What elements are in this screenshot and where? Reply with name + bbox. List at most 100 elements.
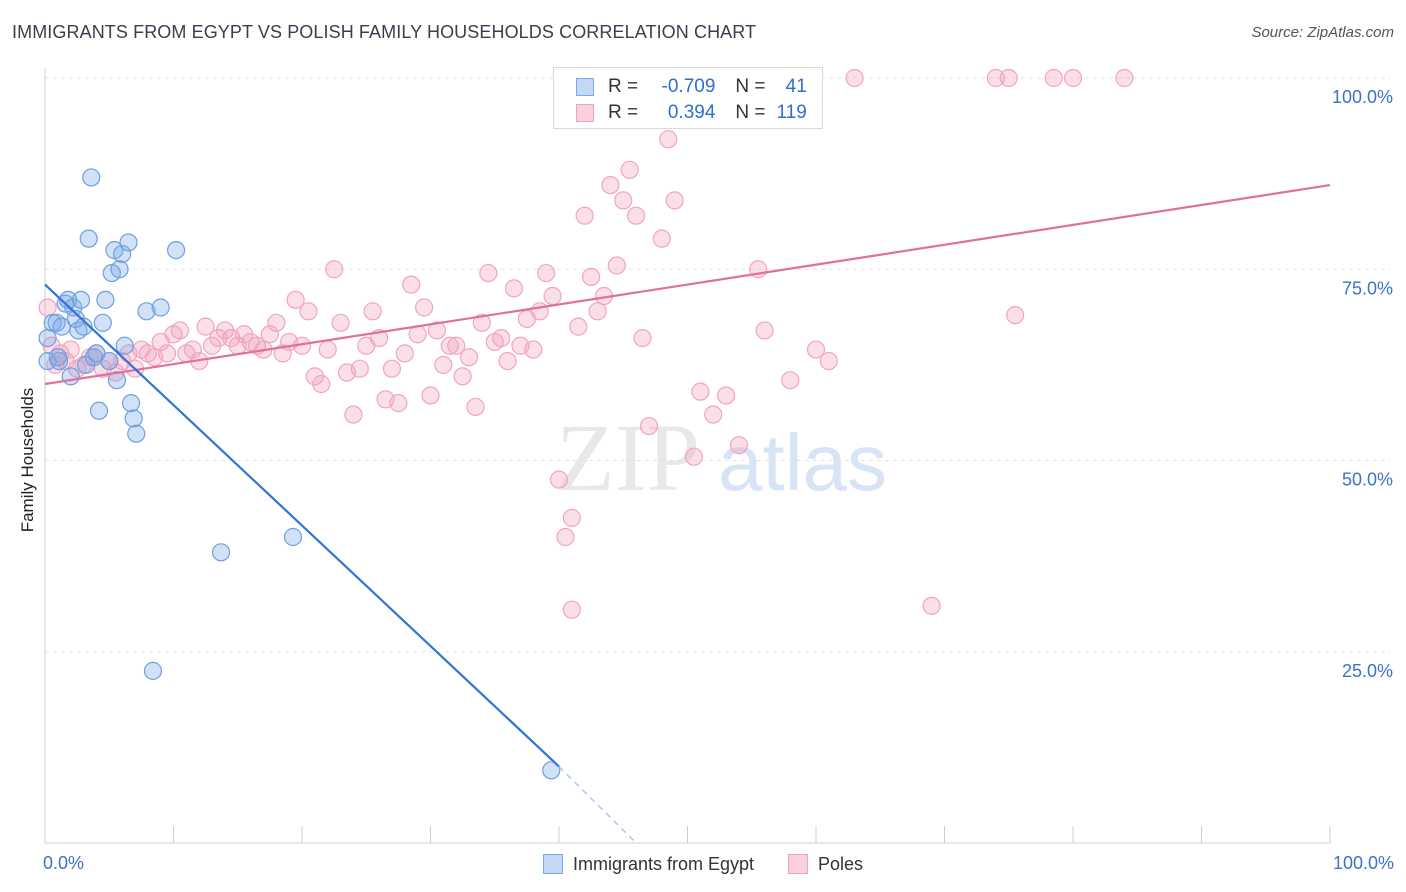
poles-point	[344, 405, 363, 424]
poles-point	[620, 160, 639, 179]
poles-r-label: R =	[608, 102, 639, 123]
egypt-point	[66, 309, 85, 329]
y-tick-label: 100.0%	[1332, 87, 1393, 107]
x-axis-max-label: 100.0%	[1332, 853, 1394, 873]
poles-point	[267, 313, 286, 332]
legend-item-poles: Poles	[788, 854, 863, 875]
poles-point	[389, 394, 408, 413]
poles-point	[716, 386, 736, 405]
poles-r-value: 0.394	[667, 102, 716, 123]
egypt-point	[93, 313, 112, 332]
poles-point	[986, 68, 1006, 88]
legend-item-egypt: Immigrants from Egypt	[542, 853, 754, 875]
y-tick-label: 25.0%	[1342, 661, 1393, 681]
poles-point	[819, 351, 838, 371]
poles-point	[729, 436, 749, 455]
poles-point	[183, 340, 202, 359]
poles-point	[999, 68, 1018, 88]
poles-point	[575, 206, 594, 225]
poles-point	[286, 290, 305, 309]
egypt-point	[48, 348, 67, 367]
poles-point	[755, 321, 774, 340]
poles-point	[549, 470, 569, 489]
poles-point	[363, 302, 382, 321]
stats-legend: R = -0.709 N = 41 R = 0.394 N = 119	[553, 67, 823, 129]
x-axis-min-label: 0.0%	[43, 853, 85, 873]
egypt-point	[211, 543, 231, 562]
egypt-point	[61, 367, 80, 386]
poles-point	[459, 348, 479, 367]
poles-point	[588, 302, 607, 321]
poles-point	[402, 275, 421, 294]
poles-point	[498, 351, 517, 371]
egypt-trendline	[44, 283, 560, 768]
legend-poles-label: Poles	[818, 853, 864, 874]
egypt-point	[64, 298, 83, 317]
egypt-point	[542, 761, 561, 780]
egypt-point	[151, 298, 170, 317]
poles-point	[325, 260, 344, 279]
poles-point	[157, 344, 177, 363]
poles-point	[434, 355, 453, 374]
poles-point	[260, 325, 279, 344]
egypt-point	[127, 424, 146, 443]
egypt-point	[82, 168, 101, 187]
legend-egypt-swatch	[542, 854, 563, 874]
poles-point	[479, 263, 498, 283]
poles-point	[492, 329, 511, 348]
poles-point	[1063, 68, 1083, 88]
poles-point	[562, 508, 581, 527]
poles-point	[395, 344, 414, 363]
poles-point	[537, 263, 556, 283]
poles-point	[196, 317, 215, 336]
legend-poles-swatch	[788, 854, 808, 874]
egypt-swatch	[576, 78, 594, 96]
poles-point	[781, 371, 800, 390]
poles-point	[614, 191, 633, 210]
poles-point	[633, 329, 652, 348]
poles-point	[318, 340, 337, 359]
poles-swatch	[576, 104, 594, 122]
legend-egypt-label: Immigrants from Egypt	[572, 853, 754, 874]
egypt-r-label: R =	[608, 76, 639, 97]
poles-point	[466, 397, 485, 417]
legend-row-poles: R = 0.394 N = 119	[576, 101, 807, 125]
poles-point	[427, 321, 447, 340]
poles-point	[530, 302, 549, 321]
poles-point	[447, 336, 466, 355]
poles-point	[504, 279, 524, 298]
poles-point	[524, 340, 543, 359]
poles-point	[312, 374, 331, 394]
egypt-point	[74, 317, 93, 336]
egypt-point	[77, 355, 96, 374]
egypt-point	[121, 394, 141, 413]
poles-point	[38, 298, 57, 317]
poles-trendline	[44, 184, 1331, 386]
egypt-point	[96, 290, 115, 309]
poles-point	[170, 321, 190, 340]
poles-point	[607, 256, 626, 275]
y-tick-label: 50.0%	[1342, 470, 1393, 490]
poles-point	[273, 344, 292, 363]
source-label: Source: ZipAtlas.com	[1251, 24, 1394, 41]
poles-point	[691, 382, 710, 401]
watermark-atlas: atlas	[718, 418, 887, 507]
poles-point	[472, 313, 491, 332]
egypt-point	[119, 233, 138, 252]
series-legend: Immigrants from Egypt Poles	[0, 852, 1406, 876]
poles-point	[684, 447, 704, 466]
poles-point	[453, 367, 472, 386]
egypt-trendline-extension	[558, 766, 637, 844]
poles-point	[922, 596, 941, 615]
poles-point	[331, 313, 350, 332]
egypt-point	[112, 244, 132, 264]
egypt-r-value: -0.709	[661, 76, 716, 97]
egypt-point	[110, 260, 129, 279]
poles-point	[556, 527, 575, 547]
egypt-point	[38, 329, 57, 348]
egypt-point	[137, 302, 156, 321]
poles-point	[806, 340, 826, 359]
poles-point	[626, 206, 646, 225]
egypt-n-label: N =	[735, 76, 766, 97]
poles-point	[704, 405, 723, 424]
